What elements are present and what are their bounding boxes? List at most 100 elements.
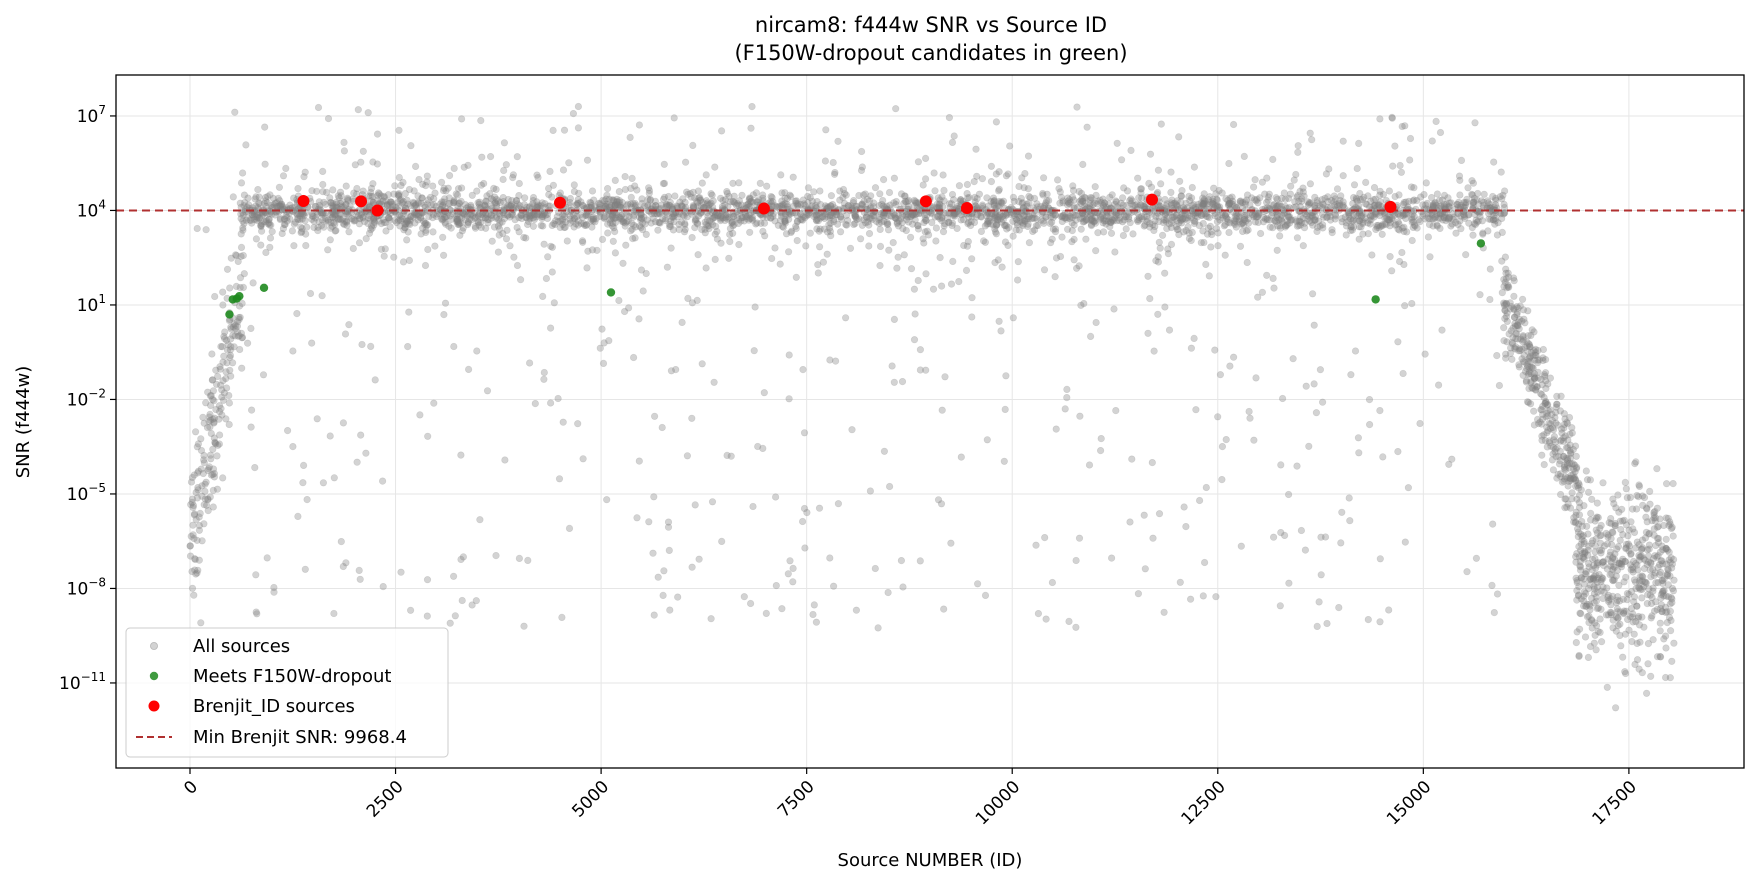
all-sources-point (1039, 189, 1047, 198)
all-sources-point (1438, 326, 1446, 334)
all-sources-point (1083, 123, 1091, 131)
all-sources-point (852, 606, 861, 614)
all-sources-point (968, 255, 976, 263)
all-sources-point (431, 189, 439, 197)
all-sources-point (1294, 142, 1302, 150)
all-sources-point (561, 218, 570, 226)
all-sources-point (574, 196, 582, 204)
all-sources-point (1201, 200, 1209, 208)
all-sources-point (601, 203, 610, 211)
all-sources-point (430, 399, 438, 407)
all-sources-point (1617, 525, 1625, 534)
all-sources-point (540, 368, 548, 377)
all-sources-point (1111, 248, 1119, 256)
all-sources-point (189, 503, 197, 512)
all-sources-point (815, 504, 824, 512)
all-sources-point (735, 241, 743, 249)
all-sources-point (475, 221, 483, 229)
all-sources-point (963, 242, 972, 250)
all-sources-point (406, 217, 414, 225)
all-sources-point (522, 214, 530, 222)
all-sources-point (550, 299, 558, 307)
all-sources-point (492, 551, 500, 560)
all-sources-point (987, 178, 996, 186)
all-sources-point (1495, 381, 1503, 390)
all-sources-point (1210, 184, 1218, 192)
all-sources-point (1204, 213, 1212, 221)
all-sources-point (334, 215, 342, 223)
all-sources-point (341, 217, 349, 225)
all-sources-point (578, 201, 587, 209)
dropout-point (225, 310, 234, 319)
all-sources-point (1600, 542, 1609, 550)
all-sources-point (1644, 558, 1652, 566)
all-sources-point (729, 222, 737, 230)
all-sources-point (207, 455, 215, 463)
all-sources-point (635, 457, 643, 465)
all-sources-point (259, 371, 268, 379)
all-sources-point (1639, 573, 1647, 581)
all-sources-point (1068, 219, 1076, 227)
all-sources-point (354, 106, 362, 114)
all-sources-point (760, 219, 769, 227)
all-sources-point (1636, 638, 1644, 646)
all-sources-point (678, 318, 686, 327)
all-sources-point (1365, 216, 1373, 224)
all-sources-point (789, 578, 797, 586)
all-sources-point (446, 212, 454, 220)
all-sources-point (570, 181, 578, 189)
all-sources-point (330, 474, 338, 482)
all-sources-point (1616, 517, 1624, 525)
all-sources-point (481, 201, 489, 209)
all-sources-point (1533, 415, 1542, 424)
all-sources-point (454, 217, 462, 225)
all-sources-point (1349, 193, 1358, 202)
all-sources-point (814, 217, 823, 225)
all-sources-point (247, 324, 255, 333)
all-sources-point (633, 514, 641, 522)
all-sources-point (1421, 350, 1429, 358)
all-sources-point (921, 175, 930, 183)
all-sources-point (794, 200, 802, 208)
all-sources-point (919, 181, 927, 189)
all-sources-point (282, 164, 290, 172)
all-sources-point (441, 299, 450, 307)
all-sources-point (822, 126, 830, 134)
all-sources-point (1296, 202, 1304, 211)
all-sources-point (588, 223, 596, 231)
all-sources-point (1175, 133, 1183, 141)
all-sources-point (545, 191, 553, 199)
all-sources-point (1566, 446, 1574, 455)
all-sources-point (487, 153, 495, 161)
all-sources-point (1590, 561, 1598, 570)
all-sources-point (546, 324, 555, 332)
all-sources-point (1275, 216, 1283, 224)
all-sources-point (574, 102, 583, 111)
all-sources-point (323, 188, 331, 196)
all-sources-point (415, 211, 423, 219)
all-sources-point (337, 192, 345, 200)
all-sources-point (500, 139, 509, 147)
all-sources-point (1504, 269, 1512, 277)
all-sources-point (850, 220, 858, 229)
all-sources-point (762, 609, 770, 618)
all-sources-point (957, 453, 965, 461)
all-sources-point (261, 123, 269, 131)
all-sources-point (395, 126, 403, 134)
all-sources-point (326, 236, 334, 244)
all-sources-point (242, 141, 250, 149)
all-sources-point (1394, 338, 1402, 346)
all-sources-point (1388, 114, 1396, 122)
all-sources-point (986, 214, 994, 222)
all-sources-point (866, 487, 875, 495)
all-sources-point (1476, 291, 1484, 299)
all-sources-point (651, 218, 660, 226)
all-sources-point (1034, 609, 1042, 618)
all-sources-point (1635, 665, 1643, 673)
all-sources-point (525, 359, 534, 367)
all-sources-point (401, 220, 409, 228)
dropout-point (235, 291, 244, 301)
all-sources-point (554, 394, 562, 403)
all-sources-point (864, 218, 872, 226)
all-sources-point (209, 376, 217, 384)
